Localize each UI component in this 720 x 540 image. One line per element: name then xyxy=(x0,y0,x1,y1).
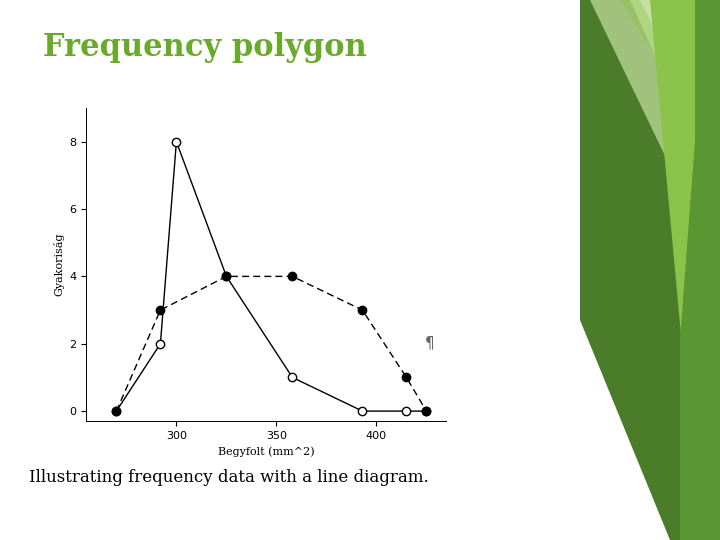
Polygon shape xyxy=(620,0,720,160)
Polygon shape xyxy=(580,0,720,540)
Text: Illustrating frequency data with a line diagram.: Illustrating frequency data with a line … xyxy=(29,469,428,486)
Y-axis label: Gyakoriság: Gyakoriság xyxy=(53,233,64,296)
Polygon shape xyxy=(555,0,720,270)
Text: ¶: ¶ xyxy=(425,335,434,350)
Polygon shape xyxy=(680,0,720,540)
Polygon shape xyxy=(650,0,720,540)
Text: Frequency polygon: Frequency polygon xyxy=(43,32,367,63)
X-axis label: Begyfolt (mm^2): Begyfolt (mm^2) xyxy=(218,447,315,457)
